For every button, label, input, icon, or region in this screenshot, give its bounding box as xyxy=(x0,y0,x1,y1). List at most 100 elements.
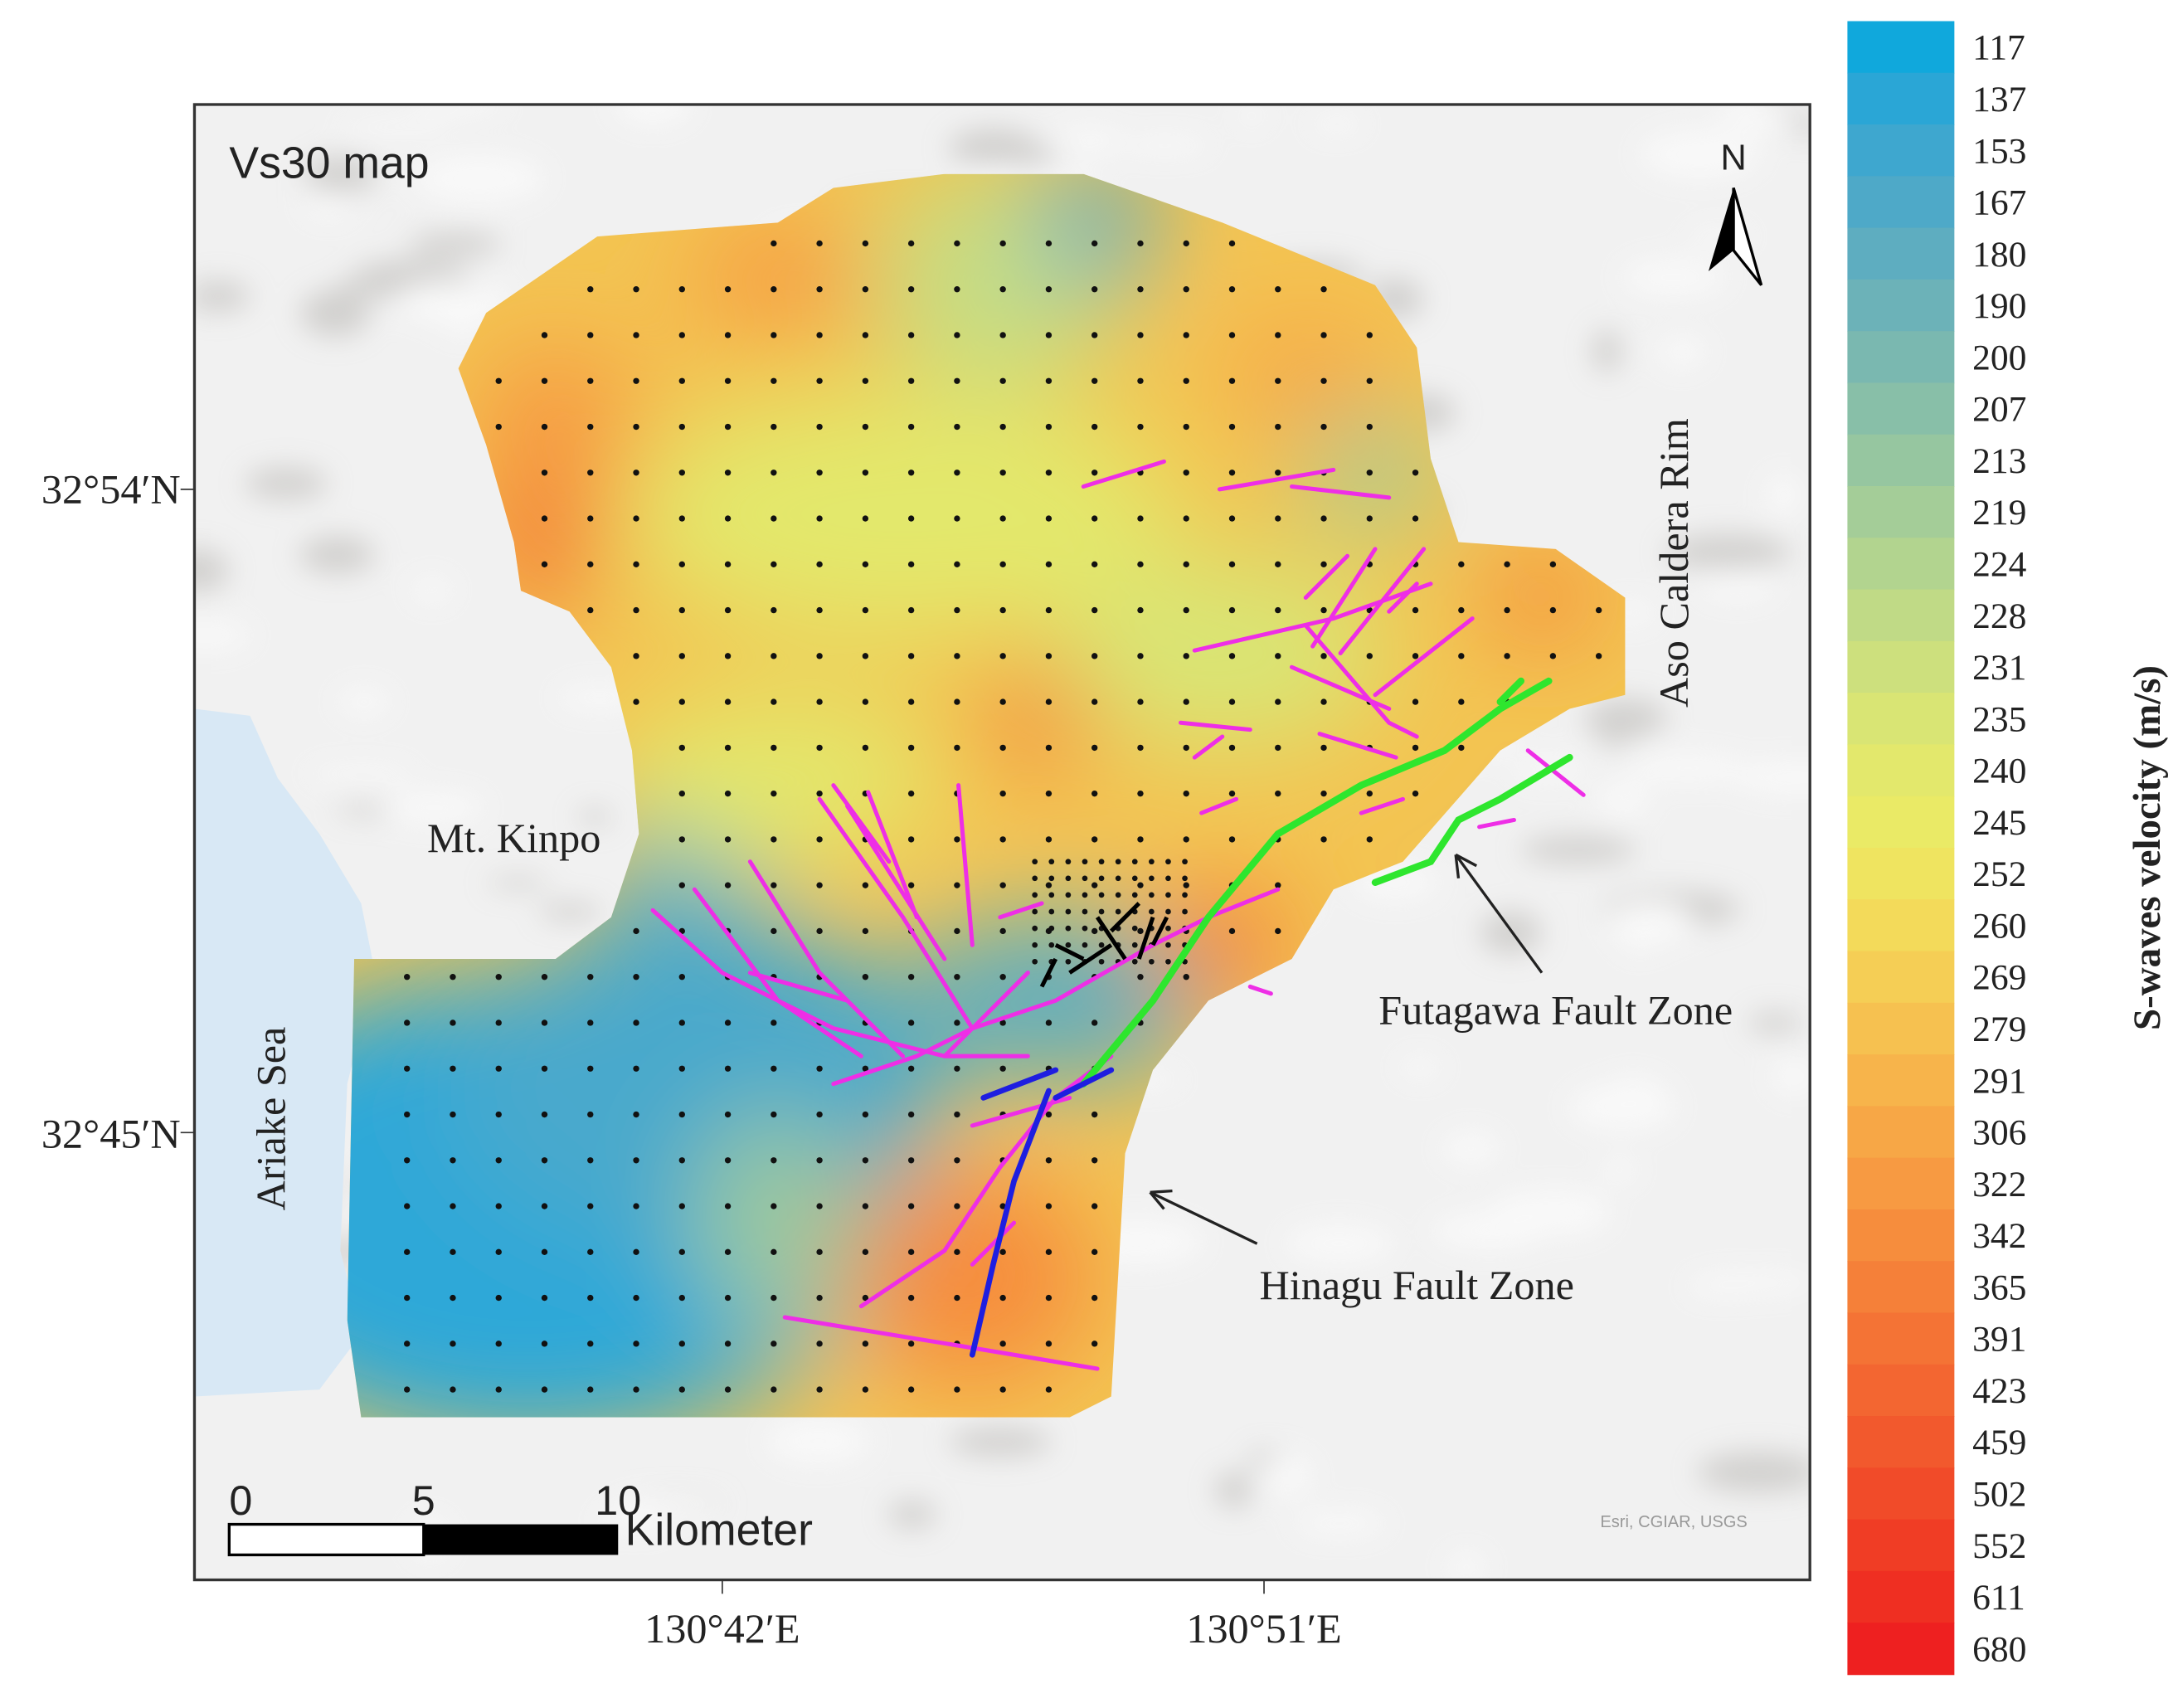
survey-point xyxy=(1091,927,1098,935)
hillshade xyxy=(486,877,550,889)
hillshade xyxy=(1595,781,1651,816)
survey-point xyxy=(1045,744,1053,752)
survey-point xyxy=(816,240,823,247)
survey-point xyxy=(450,1157,456,1164)
colorbar-tick-label: 291 xyxy=(1972,1061,2026,1101)
survey-point xyxy=(907,1157,915,1164)
survey-point xyxy=(1320,423,1327,431)
hillshade xyxy=(766,1418,871,1464)
survey-point xyxy=(633,423,639,431)
survey-point xyxy=(907,1386,915,1393)
survey-point xyxy=(541,470,548,476)
colorbar-tick-label: 180 xyxy=(1972,235,2026,275)
survey-point xyxy=(1045,606,1053,614)
hillshade xyxy=(1665,533,1792,572)
survey-point xyxy=(999,836,1006,843)
hillshade xyxy=(1607,902,1694,943)
survey-point xyxy=(954,836,960,843)
colorbar-band xyxy=(1847,1261,1955,1314)
survey-point xyxy=(404,1386,411,1393)
survey-point xyxy=(678,286,685,293)
hillshade xyxy=(1583,698,1668,737)
colorbar-tick-label: 279 xyxy=(1972,1010,2026,1049)
survey-point xyxy=(999,1203,1006,1209)
survey-point xyxy=(541,1111,548,1118)
hillshade xyxy=(411,104,509,114)
survey-point xyxy=(1045,1341,1053,1347)
survey-point xyxy=(724,1019,732,1026)
survey-point xyxy=(816,606,823,614)
colorbar-band xyxy=(1847,124,1955,178)
survey-point xyxy=(816,1203,823,1209)
colorbar-band xyxy=(1847,1209,1955,1263)
survey-point xyxy=(587,1157,594,1164)
survey-point xyxy=(1275,286,1281,293)
survey-point xyxy=(724,1341,732,1347)
survey-point xyxy=(1131,958,1138,965)
survey-point xyxy=(1183,606,1189,614)
survey-point xyxy=(816,1248,823,1255)
survey-point xyxy=(541,561,548,568)
annotation: Aso Caldera Rim xyxy=(1651,418,1697,708)
map-title: Vs30 map xyxy=(229,139,429,188)
survey-point xyxy=(862,974,869,981)
survey-point xyxy=(724,698,732,705)
survey-point xyxy=(678,744,685,752)
survey-point xyxy=(816,836,823,843)
survey-point xyxy=(633,515,639,522)
survey-point xyxy=(1183,744,1189,752)
survey-point xyxy=(1182,875,1188,882)
survey-point xyxy=(1182,859,1188,865)
survey-point xyxy=(587,1294,594,1302)
survey-point xyxy=(1091,790,1098,797)
survey-point xyxy=(541,1065,548,1072)
survey-point xyxy=(724,882,732,888)
survey-point xyxy=(1228,240,1236,247)
survey-point xyxy=(1320,515,1327,522)
survey-point xyxy=(1275,561,1281,568)
survey-point xyxy=(771,836,777,843)
survey-point xyxy=(1048,859,1055,865)
survey-point xyxy=(587,332,594,338)
colorbar-tick-label: 322 xyxy=(1972,1165,2026,1204)
survey-point xyxy=(1045,790,1053,797)
hillshade xyxy=(305,766,418,781)
survey-point xyxy=(771,470,777,476)
colorbar-band xyxy=(1847,1157,1955,1210)
survey-point xyxy=(771,515,777,522)
survey-point xyxy=(633,470,639,476)
hillshade xyxy=(1284,1224,1394,1263)
survey-point xyxy=(404,1248,411,1255)
survey-point xyxy=(541,1019,548,1026)
colorbar-tick-label: 213 xyxy=(1972,441,2026,481)
survey-point xyxy=(450,1294,456,1302)
survey-point xyxy=(1082,875,1088,882)
survey-point xyxy=(1183,515,1189,522)
survey-point xyxy=(1137,974,1144,981)
survey-point xyxy=(1098,892,1105,898)
survey-point xyxy=(1098,908,1105,915)
hillshade xyxy=(610,1498,722,1514)
survey-point xyxy=(450,1065,456,1072)
survey-point xyxy=(999,561,1006,568)
hillshade xyxy=(411,577,453,602)
survey-point xyxy=(907,744,915,752)
colorbar-band xyxy=(1847,176,1955,229)
survey-point xyxy=(816,1341,823,1347)
survey-point xyxy=(1165,875,1171,882)
survey-point xyxy=(816,653,823,659)
survey-point xyxy=(771,1111,777,1118)
survey-point xyxy=(1183,698,1189,705)
survey-point xyxy=(862,1248,869,1255)
colorbar-band xyxy=(1847,1623,1955,1676)
survey-point xyxy=(1045,836,1053,843)
survey-point xyxy=(1183,974,1189,981)
survey-point xyxy=(678,377,685,384)
colorbar-band xyxy=(1847,72,1955,125)
colorbar-tick-label: 240 xyxy=(1972,752,2026,791)
hillshade xyxy=(1291,1511,1388,1535)
survey-point xyxy=(633,332,639,338)
annotation: Mt. Kinpo xyxy=(427,815,600,861)
survey-point xyxy=(1275,698,1281,705)
survey-point xyxy=(1228,561,1236,568)
